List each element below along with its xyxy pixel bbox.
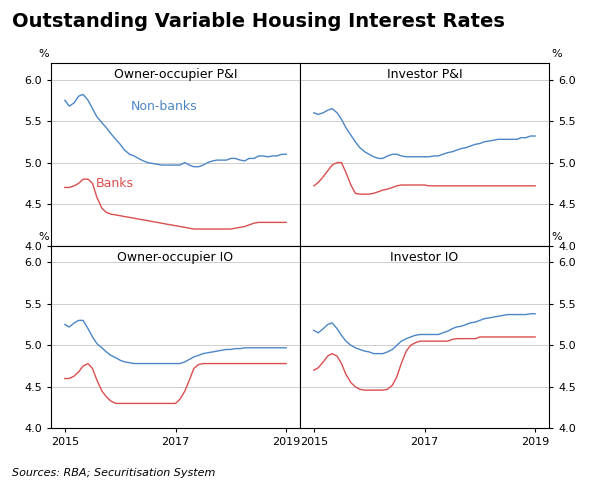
Text: Owner-occupier IO: Owner-occupier IO (118, 251, 233, 264)
Text: %: % (551, 49, 562, 59)
Text: Non-banks: Non-banks (131, 100, 197, 113)
Text: Investor P&I: Investor P&I (386, 68, 463, 81)
Text: %: % (38, 232, 49, 242)
Text: Sources: RBA; Securitisation System: Sources: RBA; Securitisation System (12, 468, 215, 478)
Text: %: % (551, 232, 562, 242)
Text: %: % (38, 49, 49, 59)
Text: Banks: Banks (96, 177, 134, 190)
Text: Investor IO: Investor IO (391, 251, 458, 264)
Text: Outstanding Variable Housing Interest Rates: Outstanding Variable Housing Interest Ra… (12, 12, 505, 31)
Text: Owner-occupier P&I: Owner-occupier P&I (114, 68, 237, 81)
